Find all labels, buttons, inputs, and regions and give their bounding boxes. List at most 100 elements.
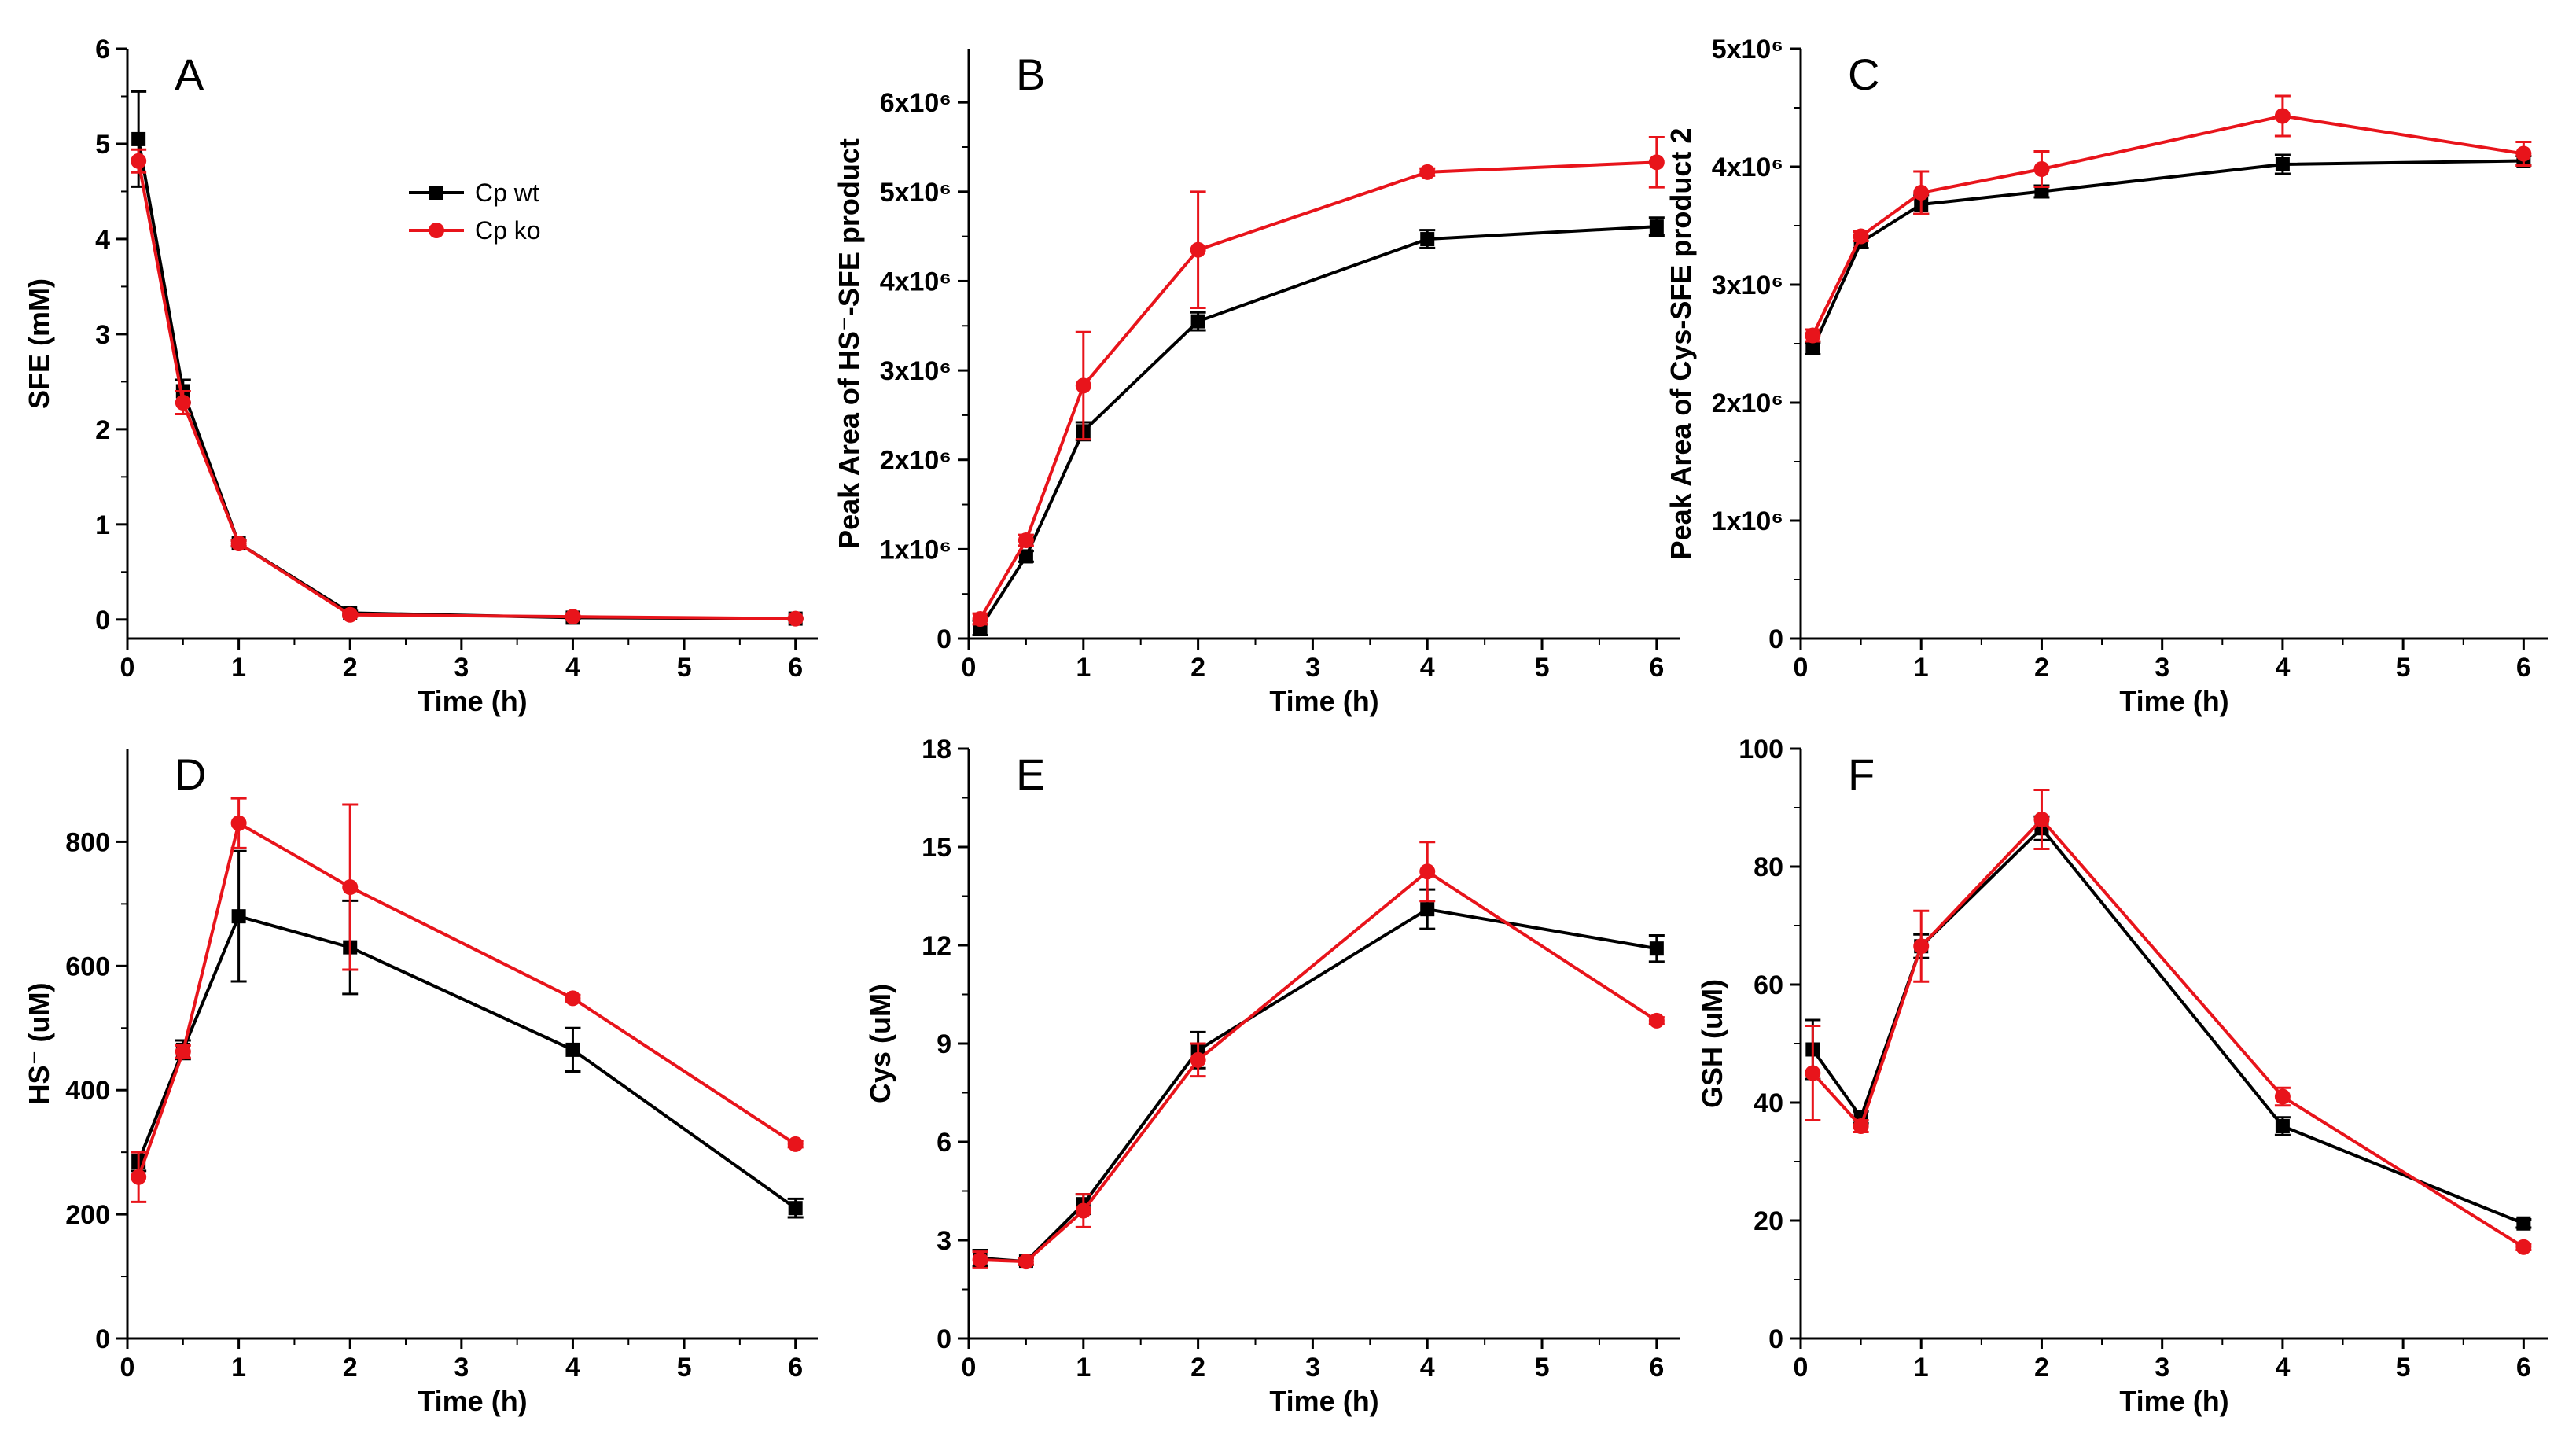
x-tick-label: 3	[2155, 1353, 2169, 1383]
x-tick-label: 5	[2396, 1353, 2411, 1383]
x-axis-title: Time (h)	[418, 685, 527, 717]
y-tick-label: 2x10⁶	[1712, 388, 1783, 418]
panel-letter: D	[175, 749, 206, 799]
x-tick-label: 1	[1076, 1353, 1091, 1383]
y-tick-label: 4x10⁶	[1712, 153, 1783, 182]
y-tick-label: 18	[922, 735, 951, 764]
data-point	[2274, 108, 2291, 124]
series-cp-ko	[972, 136, 1665, 627]
data-point	[2516, 1216, 2531, 1231]
data-point	[972, 1252, 988, 1268]
data-point	[1853, 228, 1869, 245]
series-cp-ko	[972, 841, 1665, 1270]
y-tick-label: 0	[937, 1324, 951, 1354]
x-tick-label: 6	[788, 653, 803, 683]
y-tick-label: 4	[95, 225, 110, 255]
x-tick-label: 6	[1649, 653, 1664, 683]
data-point	[2515, 145, 2532, 162]
y-tick-label: 0	[95, 606, 110, 635]
x-tick-label: 0	[120, 1353, 135, 1383]
data-point	[1190, 241, 1206, 258]
y-tick-label: 9	[937, 1029, 951, 1059]
data-point	[342, 879, 359, 896]
series-line	[1811, 114, 2524, 337]
series-line	[978, 160, 1657, 620]
data-point	[565, 609, 581, 625]
x-tick-label: 3	[454, 653, 469, 683]
data-point	[1913, 938, 1930, 955]
data-point	[1648, 154, 1665, 171]
panel-a: 0 1 2 3 4 5 6 0 1 2 3 4 5 6 Time (h) SFE (mM) A	[23, 35, 818, 717]
y-tick-label: 0	[937, 624, 951, 654]
data-point	[230, 536, 247, 552]
y-tick-label: 3x10⁶	[1712, 271, 1783, 300]
data-point	[175, 395, 191, 411]
y-tick-label: 40	[1754, 1088, 1783, 1118]
x-tick-label: 0	[962, 1353, 977, 1383]
x-tick-label: 6	[2516, 653, 2531, 683]
y-tick-label: 4x10⁶	[880, 267, 951, 296]
y-tick-label: 6	[95, 35, 110, 64]
series-cp-wt	[131, 849, 804, 1219]
y-tick-label: 80	[1754, 852, 1783, 882]
y-tick-label: 1x10⁶	[880, 535, 951, 565]
data-point	[788, 1201, 803, 1216]
series-cp-wt	[1805, 815, 2532, 1231]
x-tick-label: 0	[962, 653, 977, 683]
y-tick-label: 3	[95, 320, 110, 350]
x-tick-label: 4	[565, 653, 580, 683]
y-tick-label: 600	[65, 952, 110, 981]
x-tick-label: 1	[1076, 653, 1091, 683]
x-tick-label: 2	[1190, 1353, 1205, 1383]
legend-marker	[429, 223, 444, 238]
series-cp-ko	[131, 797, 804, 1203]
data-point	[2274, 1088, 2291, 1105]
data-point	[1420, 232, 1435, 247]
data-point	[1420, 902, 1435, 917]
legend-label: Cp ko	[475, 216, 541, 245]
data-point	[2033, 161, 2050, 177]
y-tick-label: 60	[1754, 970, 1783, 1000]
x-tick-label: 0	[1794, 1353, 1809, 1383]
data-point	[1075, 1202, 1091, 1219]
y-tick-label: 3x10⁶	[880, 356, 951, 386]
x-tick-label: 1	[231, 653, 246, 683]
y-tick-label: 200	[65, 1200, 110, 1230]
x-tick-label: 4	[2275, 1353, 2290, 1383]
y-axis-title: SFE (mM)	[23, 278, 55, 409]
x-tick-label: 4	[2275, 653, 2290, 683]
legend-marker	[429, 186, 443, 200]
series-line	[978, 225, 1657, 629]
data-point	[1419, 863, 1436, 880]
data-point	[1913, 185, 1930, 201]
data-point	[972, 611, 988, 627]
y-tick-label: 1x10⁶	[1712, 506, 1783, 536]
series-line	[1811, 826, 2525, 1225]
y-tick-label: 20	[1754, 1206, 1783, 1236]
data-point	[2275, 157, 2290, 171]
y-tick-label: 100	[1739, 735, 1783, 764]
panel-d: 0 1 2 3 4 5 6 0 200 400 600 800 Time (h) HS⁻ (uM) D	[23, 749, 818, 1417]
data-point	[1419, 164, 1436, 180]
data-point	[787, 1136, 804, 1152]
data-point	[1648, 1012, 1665, 1029]
x-tick-label: 5	[677, 653, 692, 683]
data-point	[342, 606, 359, 623]
y-tick-label: 5x10⁶	[880, 178, 951, 208]
x-tick-label: 5	[1535, 653, 1550, 683]
y-tick-label: 800	[65, 827, 110, 857]
data-point	[1649, 941, 1664, 956]
x-tick-label: 2	[1190, 653, 1205, 683]
x-tick-label: 1	[1914, 1353, 1929, 1383]
x-axis-title: Time (h)	[418, 1385, 527, 1417]
data-point	[175, 1044, 191, 1060]
x-tick-label: 3	[454, 1353, 469, 1383]
panel-letter: A	[175, 50, 204, 99]
data-point	[1805, 341, 1820, 355]
y-tick-label: 400	[65, 1076, 110, 1106]
series-cp-wt	[972, 216, 1665, 636]
y-tick-label: 5x10⁶	[1712, 35, 1783, 64]
data-point	[1805, 327, 1821, 344]
